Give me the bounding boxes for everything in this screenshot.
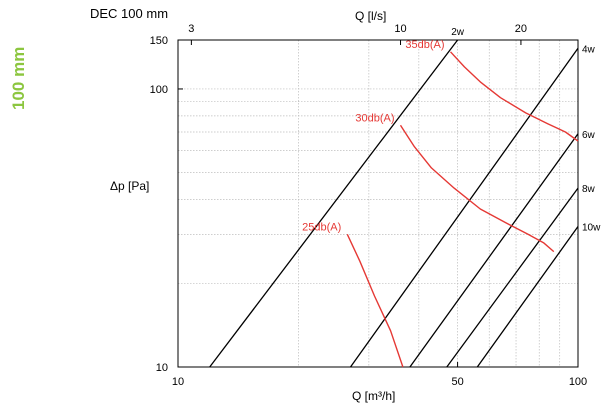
x2-tick-label: 3 — [188, 23, 194, 35]
x-tick-label: 50 — [451, 376, 463, 388]
curve-label: 25db(A) — [302, 221, 341, 233]
series-line-10w — [476, 226, 579, 368]
y-tick-label: 150 — [150, 35, 168, 47]
x-tick-label: 100 — [569, 376, 587, 388]
series-line-2w — [209, 39, 459, 368]
grid — [177, 39, 579, 368]
x2-tick-label: 10 — [394, 23, 406, 35]
series — [209, 39, 579, 368]
side-label-text: 100 mm — [9, 47, 28, 110]
series-line-35dba — [449, 51, 579, 142]
line-label: 6w — [582, 130, 596, 141]
plot-frame — [177, 39, 579, 368]
plot-border — [177, 39, 579, 368]
x2-axis-label: Q [l/s] — [355, 9, 386, 23]
curve-label: 35db(A) — [405, 39, 444, 51]
series-line-8w — [446, 187, 579, 368]
x-axis-label: Q [m³/h] — [352, 389, 395, 403]
series-line-6w — [409, 133, 579, 368]
line-label: 4w — [582, 44, 596, 55]
line-label: 2w — [451, 27, 465, 38]
ticks: 10 50 100 10 100 150 3 10 20 — [150, 23, 588, 388]
chart-title: DEC 100 mm — [90, 6, 168, 21]
side-label: 100 mm — [9, 47, 28, 110]
series-line-4w — [349, 47, 579, 368]
x2-tick-label: 20 — [515, 23, 527, 35]
y-axis-label: Δp [Pa] — [110, 179, 149, 193]
y-tick-label: 10 — [156, 362, 168, 374]
x-tick-label: 10 — [172, 376, 184, 388]
y-tick-label: 100 — [150, 84, 168, 96]
line-label: 10w — [582, 223, 601, 234]
line-label: 8w — [582, 184, 596, 195]
series-line-25dba — [346, 234, 404, 368]
series-labels: 2w 4w 6w 8w 10w 25db(A) 30db(A) 35db(A) — [302, 27, 601, 234]
series-line-30dba — [399, 124, 555, 253]
curve-label: 30db(A) — [355, 112, 394, 124]
